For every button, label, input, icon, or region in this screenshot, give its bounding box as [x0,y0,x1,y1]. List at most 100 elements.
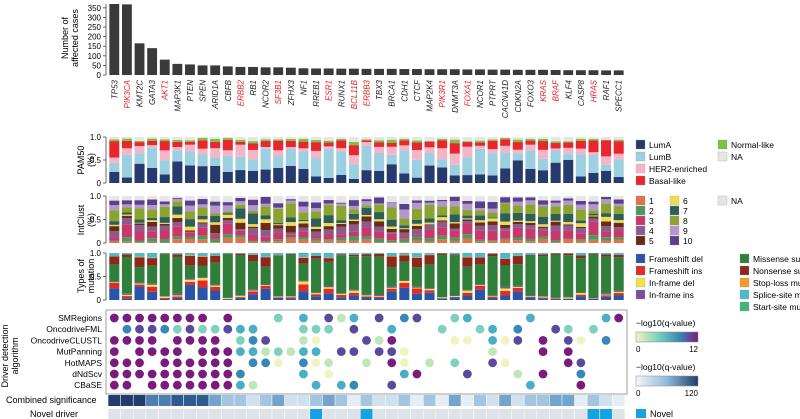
stack-segment [538,227,549,231]
stack-segment [613,253,624,255]
algorithm-dot [601,313,611,323]
novel-cell [612,409,625,419]
stack-segment [235,235,246,238]
stack-segment [247,224,259,227]
combined-scale: −log10(q-value) 0 120 [635,362,699,398]
combined-scale-max: 120 [685,389,699,398]
stack-segment [235,208,246,219]
stack-segment [374,231,385,239]
stack-segment [109,240,120,242]
stack-segment [386,287,397,289]
stack-segment [121,204,132,208]
stack-segment [449,153,460,165]
stack-segment [134,223,145,226]
panel-y-tick-label: 0 [97,239,102,248]
stack-segment [235,144,246,157]
stack-segment [525,137,536,139]
stack-segment [575,196,586,201]
algorithm-dot [362,336,371,345]
legend-swatch [635,277,646,288]
stack-segment [601,139,612,141]
stack-segment [311,211,322,219]
stack-segment [563,159,574,183]
stack-segment [184,265,195,279]
gene-label: SF3B1 [274,80,283,104]
stack-segment [323,253,334,254]
algorithm-dot [399,313,409,323]
stack-segment [348,240,359,243]
affected-cases-bar [399,69,410,75]
stack-segment [487,241,498,243]
pam50-axis-title: PAM50 (%) [76,146,96,175]
stack-segment [222,213,233,215]
stack-segment [525,228,536,239]
combined-scale-gradient [635,375,699,387]
novel-cell [234,409,247,419]
stack-segment [538,296,549,297]
stack-segment [348,231,359,237]
stack-segment [109,241,120,243]
stack-segment [172,253,183,255]
stack-segment [487,139,498,141]
stack-segment [487,253,498,254]
stack-segment [563,253,574,256]
algorithm-dot [185,380,195,390]
stack-segment [247,199,259,206]
stack-segment [474,201,486,209]
stack-segment [298,253,309,255]
stack-segment [512,285,523,287]
stack-segment [336,237,347,241]
stack-segment [437,137,448,139]
stack-segment [512,264,523,286]
stack-segment [134,242,145,243]
stack-segment [184,284,195,300]
algorithm-dot [437,324,447,334]
novel-legend-swatch [636,409,646,418]
stack-segment [109,157,120,163]
stack-segment [399,282,410,288]
stack-segment [399,242,410,243]
combined-cell [272,395,285,406]
stack-segment [361,236,372,240]
bar-y-tick-label: 0 [97,71,102,80]
stack-segment [222,211,233,214]
stack-segment [323,196,334,201]
stack-segment [601,196,612,197]
stack-segment [348,254,359,257]
algorithm-dot [147,313,157,323]
stack-segment [336,196,347,203]
stack-segment [563,297,574,299]
stack-segment [399,228,410,230]
mutation-stacked-bars [109,253,624,300]
stack-segment [500,221,511,225]
novel-cell [133,409,146,419]
stack-segment [374,238,385,243]
stack-segment [210,290,221,300]
stack-segment [563,253,574,254]
algorithm-dot [450,358,460,368]
stack-segment [361,205,372,208]
gene-label: BRCA1 [388,80,397,107]
algorithm-dot [147,336,157,345]
stack-segment [222,220,233,224]
gene-label: KMT2C [136,80,145,107]
stack-segment [512,221,523,225]
algorithm-dot [198,347,207,356]
stack-segment [525,295,536,297]
stack-segment [147,284,158,287]
stack-segment [474,220,486,223]
algorithm-dot [324,369,334,379]
stack-segment [437,196,448,200]
algorithm-dot [576,369,586,379]
legend-label: In-frame ins [649,290,694,300]
gene-label: PTPRT [489,79,498,106]
stack-segment [336,295,347,298]
stack-segment [109,231,120,238]
gene-labels: TP53 PIK3CA KMT2C GATA3 AKT1 MAP3K1 PTEN SPEN AR… [110,79,623,118]
stack-segment [462,141,473,143]
legend-swatch [635,205,646,216]
novel-cell [335,409,348,419]
stack-segment [311,142,322,151]
stack-segment [147,209,158,219]
affected-cases-bar [210,65,221,75]
